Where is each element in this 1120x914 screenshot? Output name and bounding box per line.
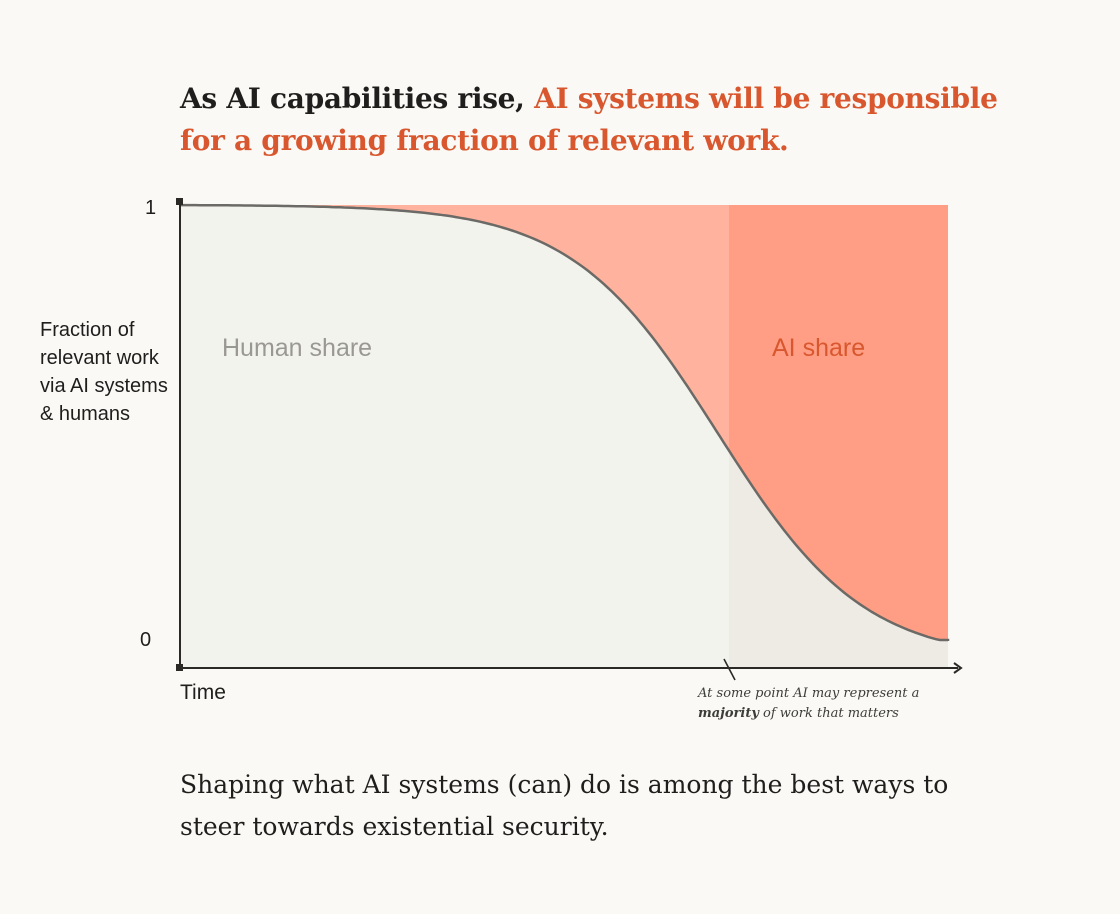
headline-part-2: AI systems will be responsible for a gro… xyxy=(180,82,998,157)
x-axis-arrowhead xyxy=(953,662,963,674)
ai-share-label: AI share xyxy=(772,334,866,362)
y-axis-top-marker xyxy=(176,198,183,205)
x-axis-label: Time xyxy=(180,681,226,704)
y-tick-0: 0 xyxy=(140,629,152,651)
headline: As AI capabilities rise, AI systems will… xyxy=(180,78,1000,162)
y-axis-label: Fraction of relevant work via AI systems… xyxy=(40,319,168,425)
human-share-label: Human share xyxy=(222,334,373,362)
footer-statement: Shaping what AI systems (can) do is amon… xyxy=(180,770,949,841)
human-share-curve xyxy=(180,203,950,642)
chart-axes xyxy=(176,198,963,681)
majority-tick-mark xyxy=(723,658,736,681)
headline-part-1: As AI capabilities rise, xyxy=(180,82,535,115)
origin-marker xyxy=(176,664,183,671)
human-share-area-late xyxy=(729,450,948,668)
majority-annotation: At some point AI may represent a majorit… xyxy=(698,686,920,721)
human-share-area-early xyxy=(180,205,729,668)
y-tick-1: 1 xyxy=(145,197,157,219)
majority-emphasis: majority xyxy=(698,706,759,721)
chart-fills xyxy=(180,205,948,668)
